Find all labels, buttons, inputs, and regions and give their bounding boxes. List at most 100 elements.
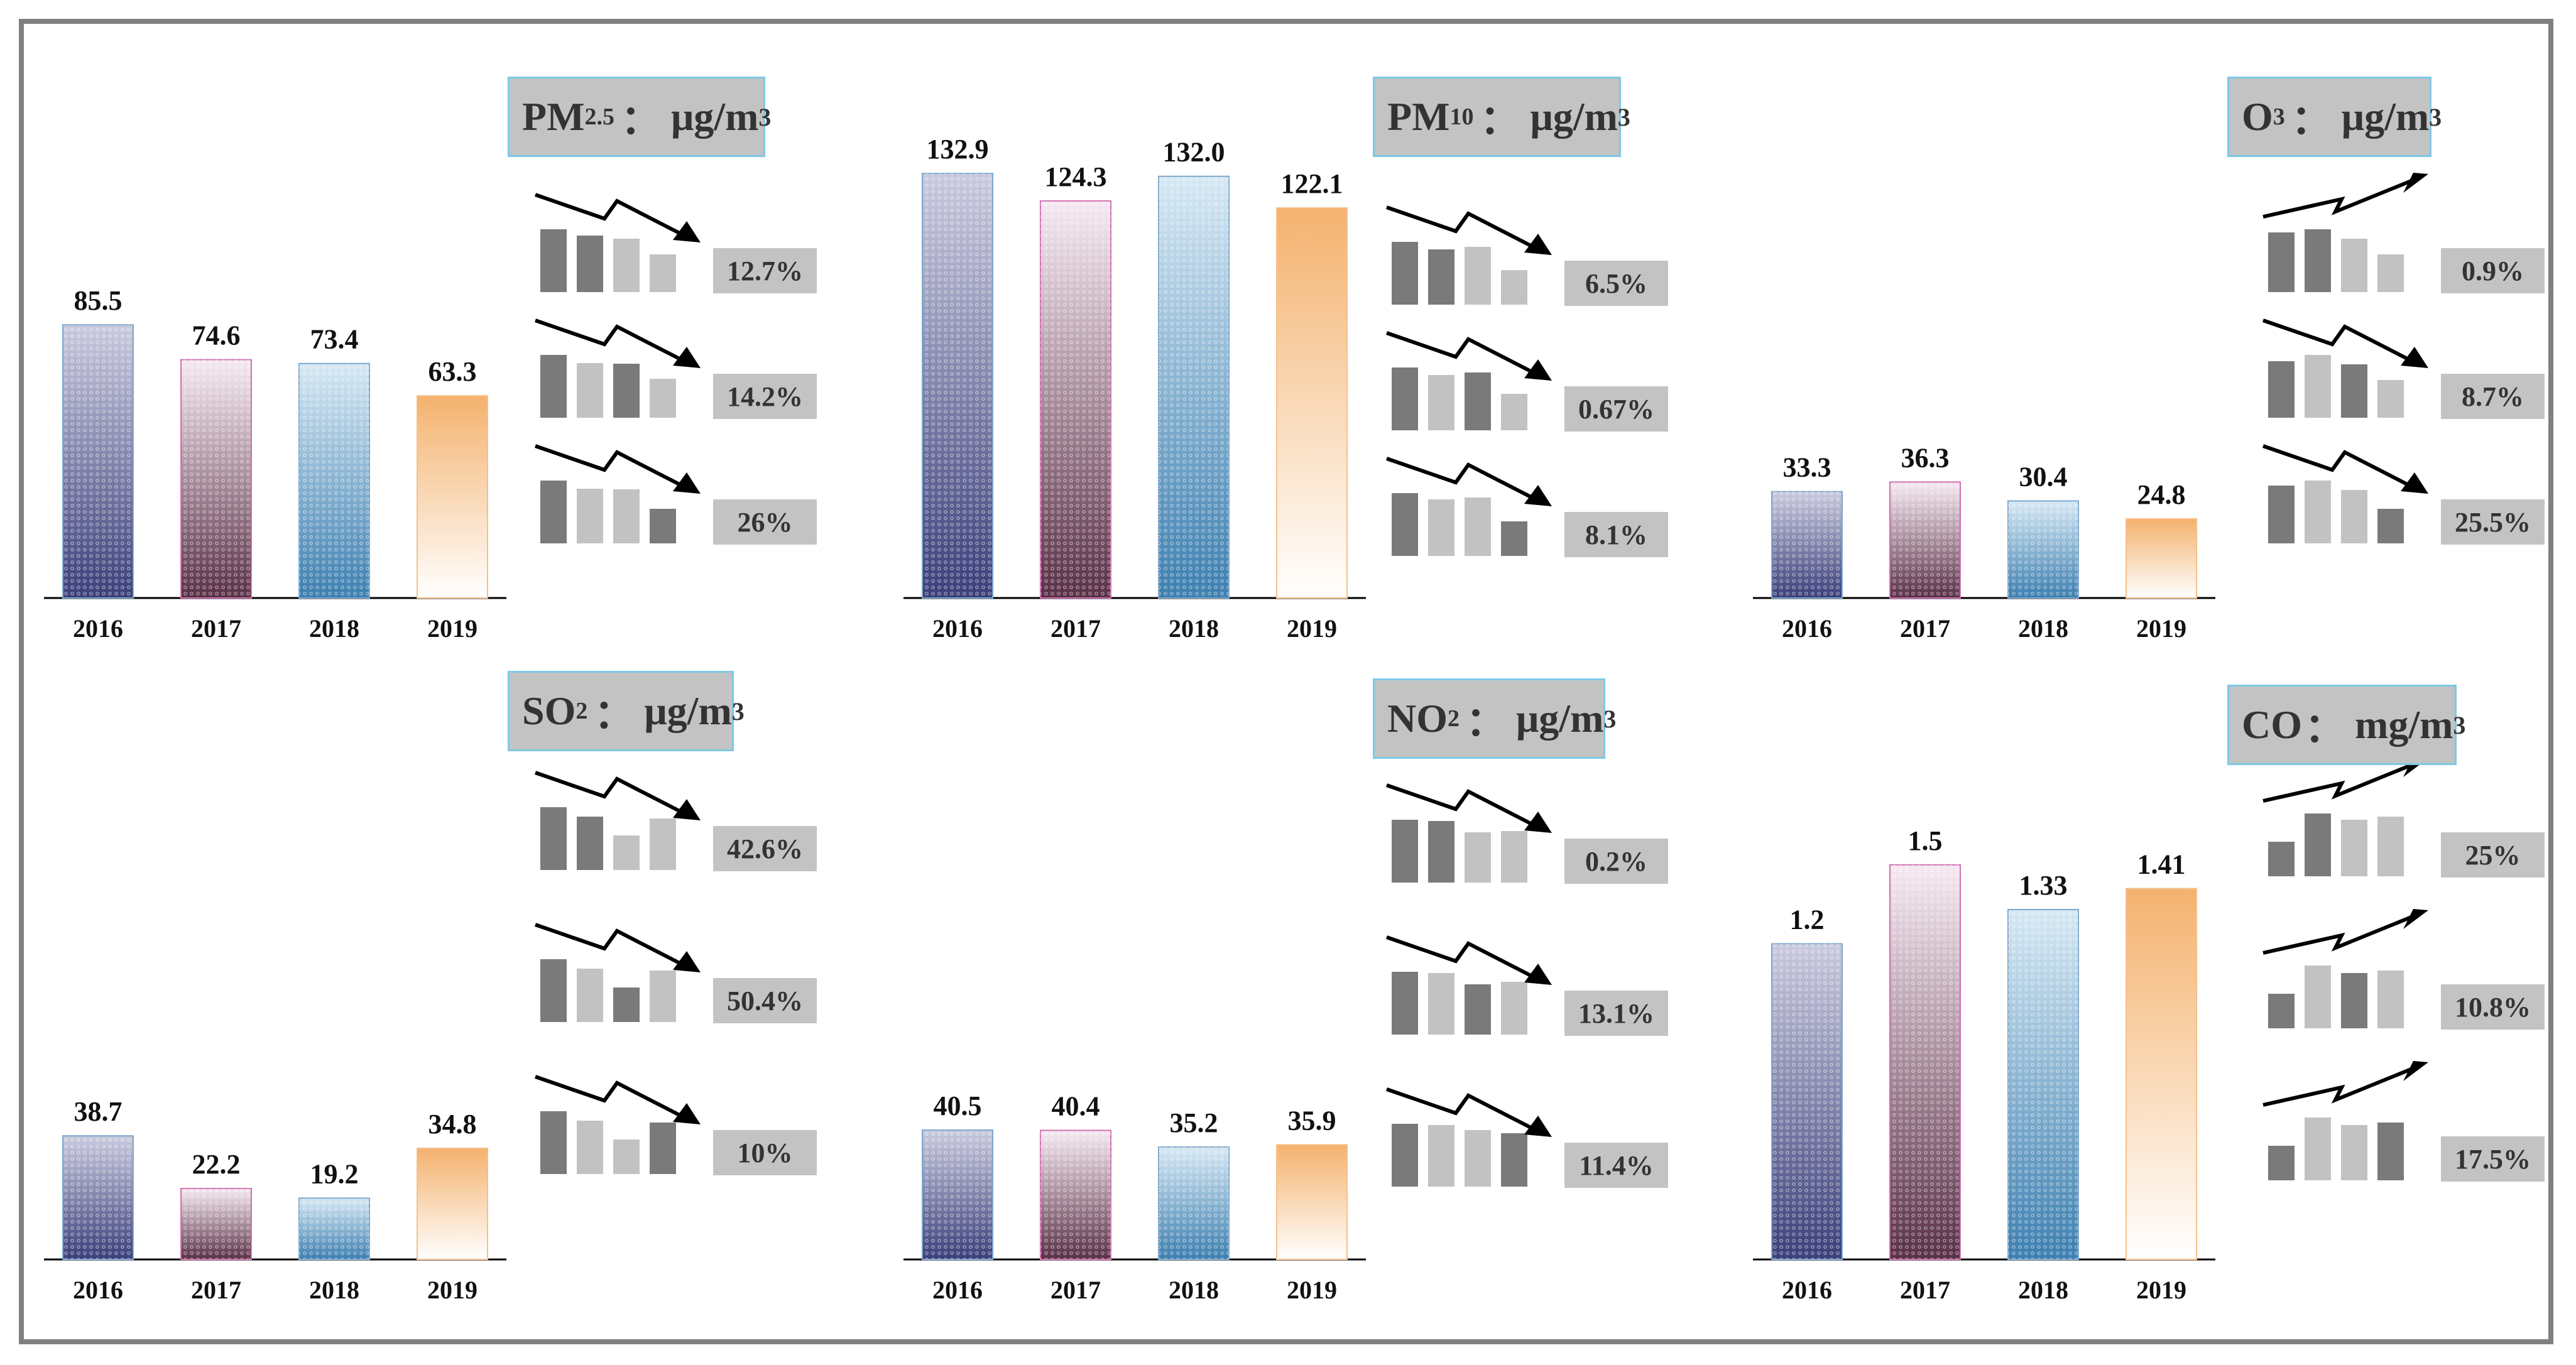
- mini-bar: [2268, 486, 2295, 543]
- mini-bar: [540, 355, 567, 418]
- mini-bar: [1428, 1125, 1454, 1187]
- trend-arrow-line: [535, 193, 689, 239]
- mini-bar: [1501, 982, 1527, 1035]
- mini-bar: [2377, 509, 2404, 543]
- change-label-bg: [1564, 261, 1668, 306]
- change-indicator: 10%: [535, 1075, 817, 1175]
- unit-superscript: 3: [758, 102, 772, 131]
- bar-2016: [922, 173, 993, 599]
- mini-bar: [1501, 394, 1527, 430]
- bar-2017: [1040, 200, 1111, 599]
- tick-label: 2016: [73, 1276, 123, 1304]
- bar-2019: [417, 395, 488, 599]
- unit-superscript: 3: [2429, 102, 2442, 131]
- change-indicator: 12.7%: [535, 193, 817, 293]
- unit-superscript: 3: [1617, 102, 1630, 131]
- value-label: 40.5: [934, 1090, 982, 1121]
- mini-bar: [2268, 994, 2295, 1028]
- mini-bar: [1392, 493, 1418, 556]
- mini-bar: [2341, 239, 2367, 292]
- value-label: 124.3: [1045, 161, 1107, 192]
- bar-2017: [1889, 864, 1961, 1260]
- unit-badge-pm25: PM 2.5： μg/m 3: [508, 77, 771, 157]
- separator: ：: [621, 98, 661, 143]
- bar-2016: [1771, 491, 1843, 599]
- mini-bar: [650, 818, 676, 870]
- change-percent: 17.5%: [2455, 1144, 2531, 1175]
- tick-label: 2017: [1900, 614, 1950, 643]
- figure-frame: [19, 19, 2553, 1344]
- mini-bar: [2305, 355, 2331, 418]
- mini-bar: [650, 971, 676, 1022]
- change-percent: 0.2%: [1585, 846, 1647, 877]
- bar-2019: [1276, 207, 1348, 599]
- change-percent: 10.8%: [2455, 992, 2531, 1023]
- separator: ：: [1480, 98, 1520, 143]
- mini-bar: [2341, 820, 2367, 876]
- panel-so2: 38.7 2016 22.2 2017 19.2 2018 34.8 2019 42.6% 50.…: [44, 771, 817, 1304]
- change-percent: 26%: [738, 507, 793, 538]
- trend-arrow-line: [535, 1075, 689, 1121]
- trend-arrow-line: [2262, 1065, 2417, 1107]
- mini-bar: [613, 364, 640, 418]
- unit-superscript: 3: [731, 697, 745, 726]
- change-label-bg: [2441, 374, 2545, 419]
- mini-bar: [2377, 380, 2404, 418]
- mini-bar: [613, 239, 640, 292]
- mini-bar: [1501, 831, 1527, 883]
- value-label: 63.3: [428, 356, 477, 387]
- trend-arrow-line: [1386, 457, 1541, 503]
- tick-label: 2019: [1287, 1276, 1337, 1304]
- separator: ：: [594, 692, 635, 737]
- arrow-up-icon: [2403, 1061, 2428, 1081]
- pollutant-subscript: 3: [2273, 104, 2285, 130]
- pollutant-subscript: 2: [1448, 705, 1460, 732]
- trend-arrow-line: [1386, 783, 1541, 830]
- change-label-bg: [713, 248, 817, 293]
- bar-fill: [2126, 888, 2197, 1261]
- trend-arrow-line: [1386, 205, 1541, 252]
- mini-bar: [613, 987, 640, 1022]
- bar-2018: [2007, 500, 2079, 599]
- mini-bar: [1392, 1124, 1418, 1187]
- value-label: 40.4: [1052, 1091, 1100, 1122]
- change-indicator: 6.5%: [1386, 205, 1668, 306]
- arrow-down-icon: [2401, 472, 2428, 494]
- bar-pattern: [1772, 491, 1842, 598]
- value-label: 1.2: [1790, 904, 1825, 935]
- tick-label: 2018: [1169, 1276, 1219, 1304]
- arrow-down-icon: [1524, 359, 1552, 381]
- bar-2016: [1771, 943, 1843, 1260]
- value-label: 38.7: [74, 1096, 123, 1127]
- bar-pattern: [922, 173, 993, 598]
- mini-bar: [1501, 521, 1527, 556]
- value-label: 34.8: [428, 1109, 477, 1139]
- value-label: 132.0: [1163, 137, 1225, 168]
- mini-bar: [1465, 498, 1491, 556]
- value-label: 30.4: [2019, 461, 2068, 492]
- value-label: 35.2: [1170, 1107, 1218, 1138]
- mini-bar: [650, 254, 676, 292]
- arrow-up-icon: [2403, 173, 2428, 193]
- tick-label: 2016: [73, 614, 123, 643]
- trend-arrow-line: [535, 923, 689, 969]
- bar-pattern: [1040, 1130, 1111, 1259]
- panel-co: 1.2 2016 1.5 2017 1.33 2018 1.41 2019 25% 10.8% 17…: [1753, 757, 2545, 1304]
- mini-bar: [1428, 375, 1454, 430]
- change-indicator: 50.4%: [535, 923, 817, 1023]
- change-percent: 13.1%: [1578, 998, 1654, 1029]
- arrow-down-icon: [1524, 1116, 1552, 1137]
- value-label: 1.33: [2019, 870, 2068, 901]
- mini-bar: [2377, 971, 2404, 1028]
- mini-bar: [577, 489, 603, 543]
- trend-arrow-line: [1386, 1087, 1541, 1134]
- trend-arrow-line: [1386, 331, 1541, 378]
- value-label: 33.3: [1783, 452, 1831, 483]
- bar-fill: [417, 1148, 488, 1260]
- bar-2019: [2126, 888, 2197, 1261]
- panel-no2: 40.5 2016 40.4 2017 35.2 2018 35.9 2019 0.2% 13.1…: [903, 783, 1668, 1304]
- mini-bar: [2305, 229, 2331, 292]
- change-indicator: 0.67%: [1386, 331, 1668, 432]
- pollutant-subscript: 2: [576, 698, 588, 724]
- bar-2019: [1276, 1144, 1348, 1260]
